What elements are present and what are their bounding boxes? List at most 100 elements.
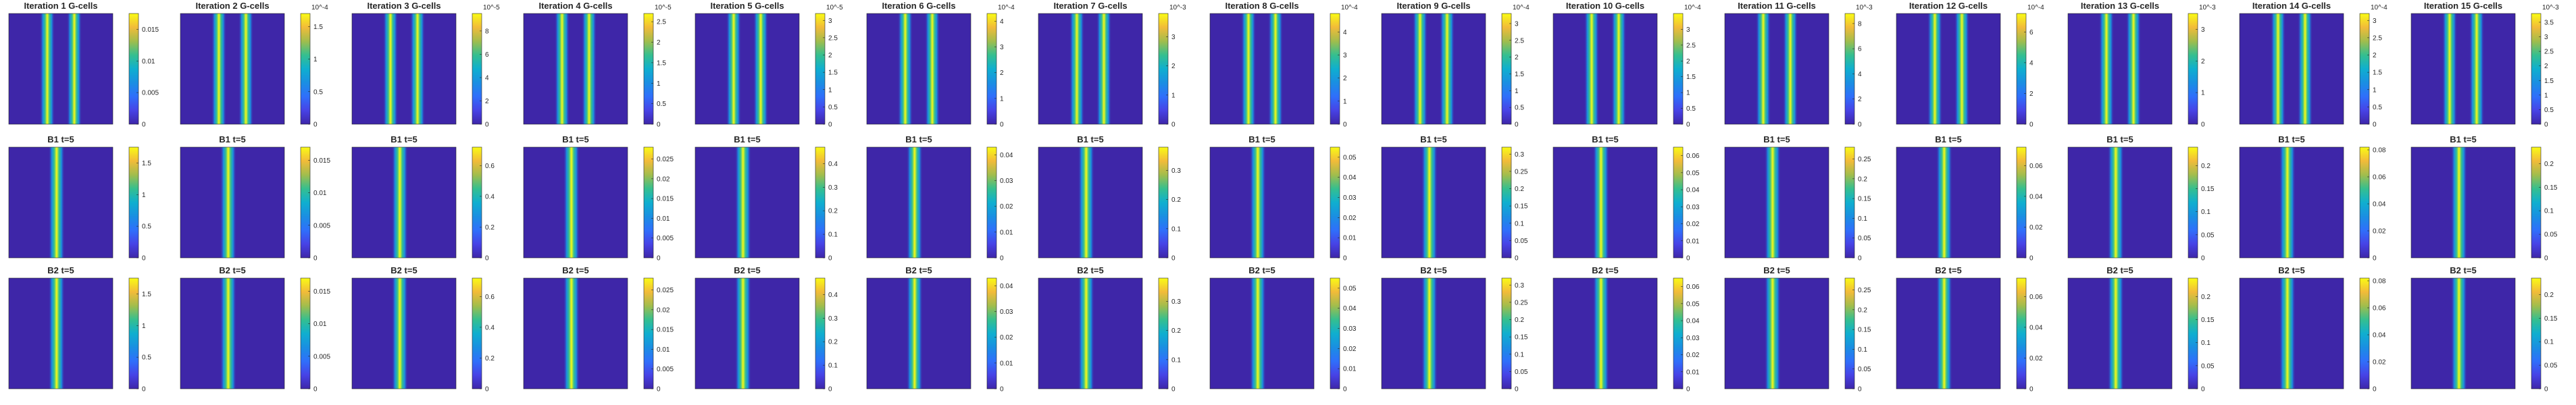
colorbar-tick-label: 0.04 [1000, 283, 1013, 290]
colorbar-tick-label: 1.5 [657, 59, 666, 67]
colorbar-tick-label: 0 [2544, 255, 2548, 263]
colorbar-tick-label: 0.2 [1515, 186, 1524, 193]
heatmap-stripe [925, 14, 940, 124]
heatmap-stripe [1440, 14, 1455, 124]
colorbar-tick-label: 0.005 [142, 90, 159, 97]
colorbar [1501, 13, 1512, 125]
colorbar-tick-label: 0.04 [1343, 174, 1357, 182]
subplot-b2-5: B2 t=5 0 0.1 0.2 0.3 0.4 [694, 265, 838, 394]
colorbar [1330, 13, 1340, 125]
colorbar-tick-label: 0.15 [2201, 317, 2215, 324]
subplot-b2-14: B2 t=5 0 0.02 0.04 0.06 0.08 [2239, 265, 2386, 394]
subplot-title: B1 t=5 [390, 134, 417, 144]
heatmap-stripe [1927, 14, 1942, 124]
colorbar [1330, 146, 1340, 259]
subplot-b2-12: B2 t=5 0 0.02 0.04 0.06 [1896, 265, 2043, 394]
colorbar-tick-label: 0.1 [828, 362, 838, 370]
colorbar-tick-label: 0.2 [2201, 163, 2211, 170]
colorbar-tick-label: 0.05 [1343, 154, 1357, 161]
axes-frame [180, 13, 285, 125]
heatmap-stripe [220, 147, 236, 258]
colorbar-tick-label: 0.05 [1686, 300, 1700, 308]
subplot-title: B2 t=5 [1592, 265, 1618, 275]
axes-frame [1038, 13, 1143, 125]
heatmap-stripe [2298, 14, 2313, 124]
colorbar-tick-label: 1.5 [2544, 78, 2554, 85]
colorbar-tick-label: 0.2 [2201, 294, 2211, 301]
colorbar-tick-label: 0 [2544, 122, 2548, 129]
heatmap-field [2240, 14, 2344, 124]
colorbar-tick-label: 0.01 [1000, 229, 1013, 236]
axes-frame [8, 13, 113, 125]
heatmap-stripe [554, 14, 570, 124]
colorbar-tick-label: 0.5 [142, 354, 151, 362]
subplot-g-cells-3: Iteration 3 G-cells 0 2 4 6 8 10^-5 [351, 1, 500, 129]
colorbar-tick-label: 0.02 [2373, 228, 2386, 236]
colorbar-tick-label: 0.03 [1686, 204, 1700, 211]
subplot-g-cells-10: Iteration 10 G-cells 0 0.5 1 1.5 2 2.5 3 10^-4 [1552, 1, 1701, 129]
axes-frame [180, 146, 285, 259]
colorbar-tick-label: 0.4 [485, 193, 495, 200]
colorbar-tick-label: 0 [1000, 122, 1004, 129]
subplot-title: Iteration 7 G-cells [1053, 1, 1127, 11]
heatmap-stripe [1421, 147, 1438, 258]
colorbar-tick-label: 0.2 [485, 355, 495, 362]
heatmap-stripe [382, 14, 398, 124]
colorbar-tick-label: 0.4 [828, 292, 838, 299]
colorbar-tick-label: 0 [485, 386, 489, 394]
colorbar-tick-label: 1.5 [1515, 71, 1524, 78]
colorbar [1501, 146, 1512, 259]
subplot-b1-14: B1 t=5 0 0.02 0.04 0.06 0.08 [2239, 134, 2386, 263]
colorbar [2188, 277, 2198, 389]
colorbar-tick-label: 0.3 [1515, 151, 1524, 159]
colorbar-tick-label: 0.25 [1858, 287, 1871, 294]
colorbar [1844, 146, 1855, 259]
colorbar-tick-label: 1 [1000, 95, 1004, 103]
heatmap-stripe [2279, 278, 2296, 389]
colorbar-multiplier: 10^-3 [2542, 4, 2559, 11]
subplot-title: Iteration 4 G-cells [538, 1, 612, 11]
subplot-title: Iteration 2 G-cells [195, 1, 269, 11]
colorbar-tick-label: 0.5 [1686, 105, 1696, 113]
heatmap-stripe [753, 14, 769, 124]
colorbar-multiplier: 10^-4 [2027, 4, 2044, 11]
colorbar-tick-label: 4 [2029, 59, 2034, 67]
colorbar [300, 146, 311, 259]
colorbar-tick-label: 0 [313, 122, 318, 129]
heatmap-stripe [238, 14, 254, 124]
axes-frame [351, 277, 457, 389]
colorbar-tick-label: 0.06 [1686, 284, 1700, 291]
colorbar-tick-label: 8 [1858, 20, 1862, 28]
colorbar [2016, 146, 2027, 259]
colorbar-tick-label: 0.1 [1515, 351, 1524, 358]
colorbar-tick-label: 0.04 [1000, 152, 1013, 159]
colorbar-tick-label: 3 [828, 18, 832, 25]
subplot-b1-3: B1 t=5 0 0.2 0.4 0.6 [351, 134, 495, 263]
colorbar-tick-label: 0 [142, 122, 146, 129]
colorbar-tick-label: 0.02 [1343, 346, 1357, 353]
subplot-title: B1 t=5 [219, 134, 245, 144]
heatmap-field [695, 14, 799, 124]
colorbar-tick-label: 0 [2373, 255, 2377, 263]
colorbar-tick-label: 0.2 [1515, 317, 1524, 324]
heatmap-stripe [1240, 14, 1256, 124]
axes-frame [1381, 13, 1486, 125]
colorbar-tick-label: 2 [828, 52, 832, 59]
colorbar [2531, 277, 2542, 389]
axes-frame [2239, 146, 2344, 259]
subplot-title: B2 t=5 [1248, 265, 1275, 275]
subplot-b1-9: B1 t=5 0 0.05 0.1 0.15 0.2 0.25 0.3 [1381, 134, 1528, 263]
heatmap-stripe [1783, 14, 1798, 124]
axes-frame [1038, 146, 1143, 259]
subplot-g-cells-4: Iteration 4 G-cells 0 0.5 1 1.5 2 2.5 10^-5 [523, 1, 672, 129]
colorbar-tick-label: 2.5 [1515, 37, 1524, 45]
colorbar [1501, 277, 1512, 389]
subplot-title: B1 t=5 [905, 134, 932, 144]
subplot-g-cells-11: Iteration 11 G-cells 0 2 4 6 8 10^-3 [1724, 1, 1873, 129]
axes-frame [694, 13, 800, 125]
colorbar-tick-label: 0.1 [1858, 215, 1867, 223]
colorbar-tick-label: 0.005 [657, 366, 674, 373]
subplot-b2-3: B2 t=5 0 0.2 0.4 0.6 [351, 265, 495, 394]
colorbar-tick-label: 0.08 [2373, 147, 2386, 155]
colorbar-tick-label: 0.5 [657, 101, 666, 108]
